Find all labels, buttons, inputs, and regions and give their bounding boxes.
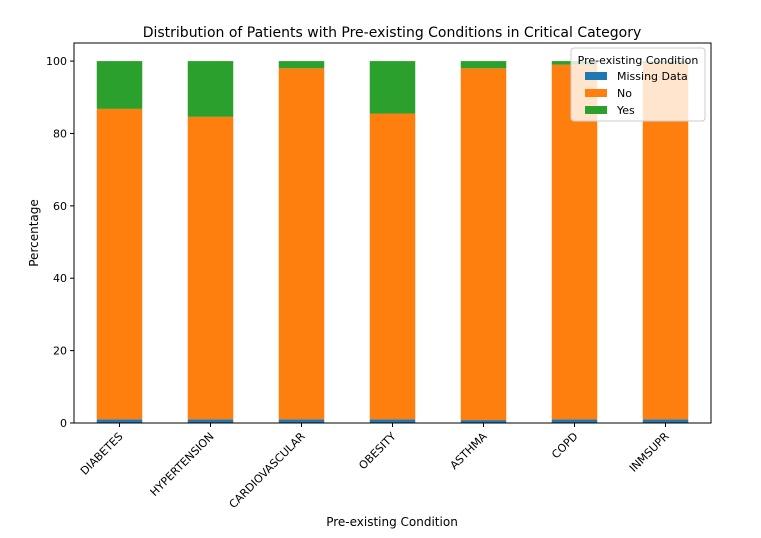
x-axis-label: Pre-existing Condition	[326, 515, 458, 529]
legend-entry-label: Missing Data	[617, 70, 688, 83]
chart-title: Distribution of Patients with Pre-existi…	[143, 25, 642, 41]
bar-no-cardiovascular	[278, 68, 325, 420]
legend-swatch	[585, 106, 607, 114]
legend-title: Pre-existing Condition	[578, 54, 699, 67]
y-tick-label: 0	[60, 417, 67, 430]
bar-no-copd	[551, 64, 598, 420]
legend-swatch	[585, 72, 607, 80]
bar-no-hypertension	[187, 116, 234, 420]
y-axis: 0 20 40 60 80 100	[46, 55, 74, 430]
y-tick-label: 60	[53, 200, 67, 213]
x-tick-label: DIABETES	[78, 430, 126, 478]
bar-yes-cardiovascular	[278, 61, 325, 69]
x-tick-label: OBESITY	[356, 430, 398, 472]
x-tick-label: COPD	[549, 430, 580, 461]
bar-missing-data-copd	[551, 419, 598, 423]
bar-no-diabetes	[96, 108, 143, 420]
y-axis-label: Percentage	[27, 199, 41, 267]
y-tick-label: 80	[53, 127, 67, 140]
legend-swatch	[585, 89, 607, 97]
legend-entry-label: No	[617, 87, 632, 100]
x-tick-label: ASTHMA	[448, 430, 490, 472]
bars-layer	[96, 61, 689, 423]
bar-no-inmsupr	[642, 63, 689, 420]
legend-entry-label: Yes	[616, 104, 635, 117]
bar-missing-data-inmsupr	[642, 419, 689, 423]
bar-no-asthma	[460, 68, 507, 421]
y-tick-label: 100	[46, 55, 67, 68]
bar-missing-data-hypertension	[187, 419, 234, 423]
x-axis: DIABETES HYPERTENSION CARDIOVASCULAR OBESIT…	[78, 423, 672, 511]
x-tick-label: CARDIOVASCULAR	[227, 430, 308, 511]
bar-yes-hypertension	[187, 61, 234, 117]
x-tick-label: INMSUPR	[627, 430, 672, 475]
legend: Pre-existing Condition Missing Data No Yes	[570, 47, 706, 122]
legend-box	[570, 47, 706, 122]
x-tick-label: HYPERTENSION	[148, 430, 217, 499]
bar-yes-diabetes	[96, 61, 143, 109]
bar-yes-asthma	[460, 61, 507, 69]
bar-missing-data-obesity	[369, 419, 416, 423]
bar-missing-data-asthma	[460, 420, 507, 423]
y-tick-label: 40	[53, 272, 67, 285]
bar-no-obesity	[369, 113, 416, 420]
bar-yes-obesity	[369, 61, 416, 114]
bar-missing-data-cardiovascular	[278, 419, 325, 423]
y-tick-label: 20	[53, 345, 67, 358]
bar-missing-data-diabetes	[96, 419, 143, 423]
